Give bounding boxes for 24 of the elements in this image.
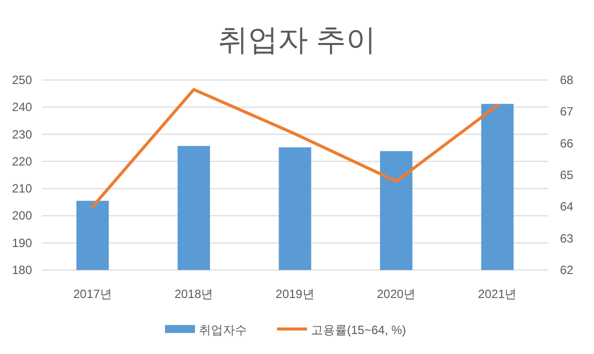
legend-label: 취업자수 bbox=[199, 323, 247, 337]
y-tick-label: 230 bbox=[12, 127, 32, 142]
y-tick-label: 250 bbox=[12, 73, 32, 87]
y2-tick-label: 65 bbox=[560, 168, 574, 182]
y-tick-label: 220 bbox=[12, 154, 32, 168]
x-tick-label: 2018년 bbox=[174, 287, 214, 301]
y2-tick-label: 67 bbox=[560, 104, 574, 119]
line-series bbox=[91, 88, 499, 208]
y2-tick-label: 62 bbox=[560, 263, 574, 277]
y-tick-label: 180 bbox=[12, 263, 32, 277]
y2-tick-label: 66 bbox=[560, 136, 574, 150]
y-tick-label: 240 bbox=[12, 100, 32, 114]
y2-tick-label: 68 bbox=[560, 73, 574, 87]
y-tick-label: 200 bbox=[12, 208, 32, 223]
x-tick-label: 2017년 bbox=[73, 287, 112, 301]
y-tick-label: 210 bbox=[12, 182, 32, 196]
legend-label: 고용률(15~64, %) bbox=[311, 323, 406, 337]
x-tick-label: 2021년 bbox=[478, 287, 517, 301]
x-tick-label: 2020년 bbox=[376, 287, 416, 301]
chart-title: 취업자 추이 bbox=[218, 24, 376, 57]
y-tick-label: 190 bbox=[12, 236, 32, 250]
y2-tick-label: 63 bbox=[560, 231, 574, 246]
x-tick-label: 2019년 bbox=[276, 287, 314, 301]
y2-tick-label: 64 bbox=[560, 200, 574, 214]
